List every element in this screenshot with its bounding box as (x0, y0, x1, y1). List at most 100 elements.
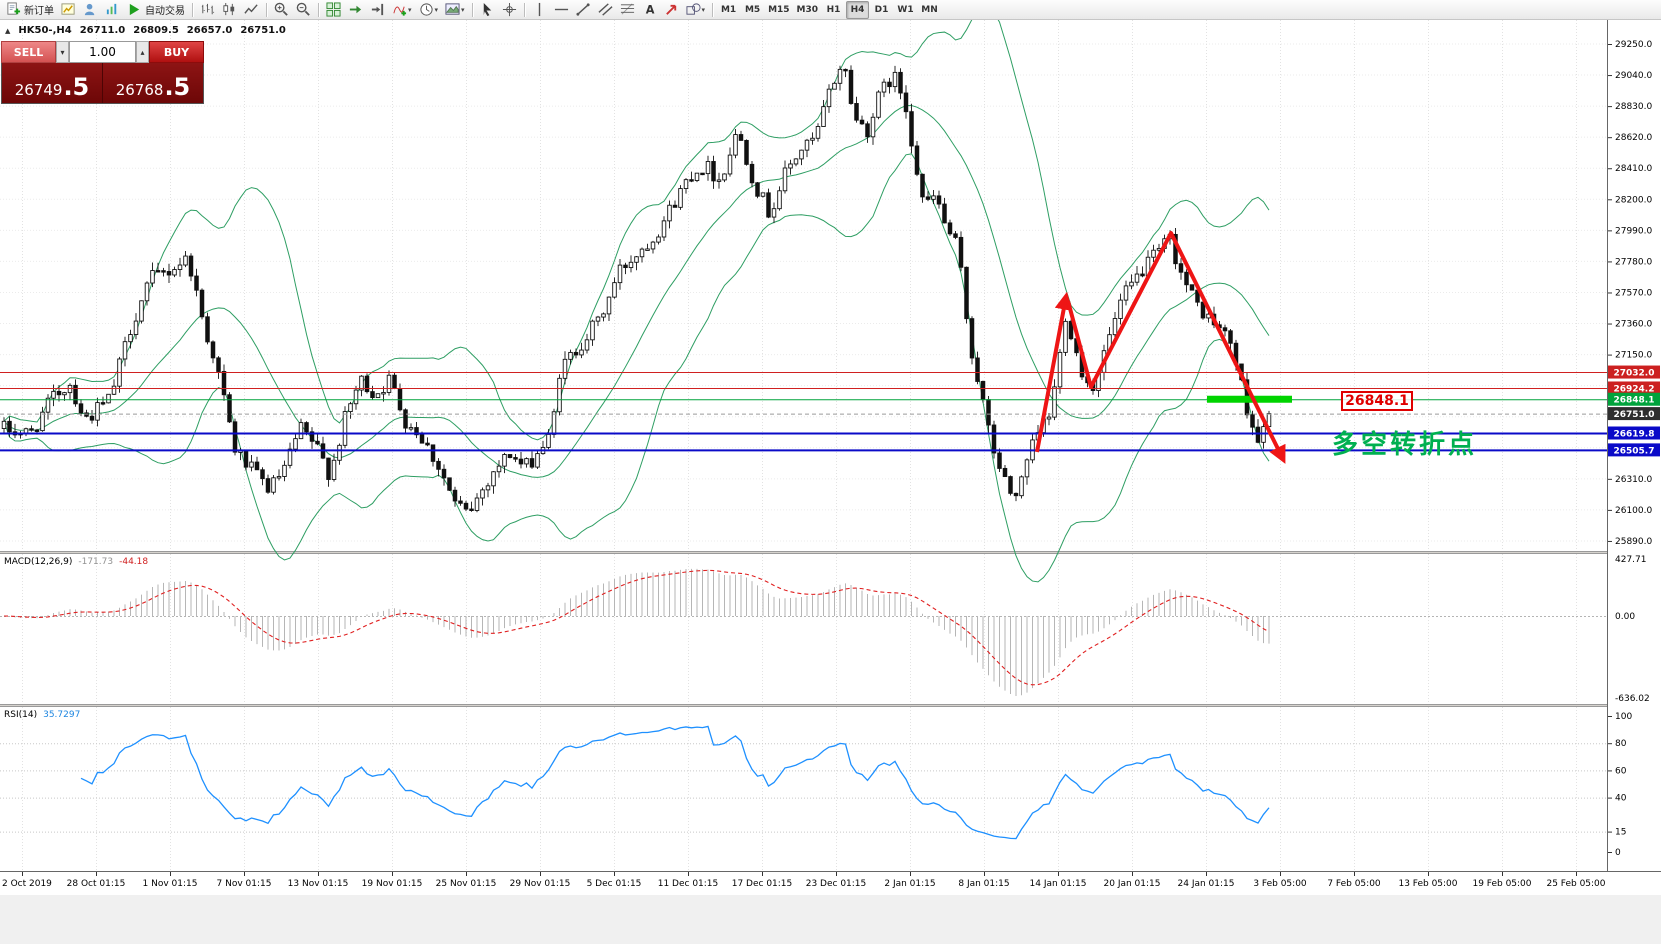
buy-price-pips: .5 (164, 73, 191, 102)
highlight-zone[interactable] (1207, 395, 1292, 403)
new-order-button[interactable]: 新订单 (3, 1, 57, 19)
price-tick-label: 28410.0 (1615, 164, 1652, 174)
chart-shift-button[interactable] (367, 1, 388, 19)
timeframe-MN-button[interactable]: MN (921, 4, 938, 15)
time-axis[interactable]: 2 Oct 2019 28 Oct 01:15 1 Nov 01:15 7 Nov 0… (0, 871, 1661, 890)
time-tick-label: 13 Feb 05:00 (1398, 879, 1457, 889)
auto-trading-button[interactable]: 自动交易 (124, 1, 188, 19)
charts-icon (61, 2, 76, 17)
price-tick-label: 27360.0 (1615, 320, 1652, 330)
toolbar-separator (712, 2, 714, 17)
time-tick-label: 24 Jan 01:15 (1178, 879, 1235, 889)
zoom-out-button[interactable] (293, 1, 314, 19)
time-tick-label: 11 Dec 01:15 (658, 879, 719, 889)
price-tick-label: 29040.0 (1615, 71, 1652, 81)
buy-button[interactable]: BUY (149, 41, 204, 63)
macd-value: -171.73 (78, 557, 114, 567)
market-watch-icon (105, 2, 120, 17)
timeframe-H1-button[interactable]: H1 (826, 4, 841, 15)
price-badge-26751.0 (1608, 407, 1660, 421)
price-tick-label: 27780.0 (1615, 257, 1652, 267)
macd-name: MACD(12,26,9) (4, 557, 73, 567)
price-badge-text: 26924.2 (1614, 384, 1655, 394)
price-badge-text: 26751.0 (1614, 410, 1655, 420)
rsi-axis-label: 100 (1615, 712, 1632, 722)
macd-axis-label: 427.71 (1615, 555, 1647, 565)
volume-input[interactable] (69, 41, 136, 63)
price-axis[interactable]: 29250.0 29040.0 28830.0 28620.0 28410.0 28200… (1607, 20, 1661, 871)
one-click-trading-panel: SELL ▾ ▴ BUY 26749 .5 26768 .5 (1, 41, 204, 104)
charts-button[interactable] (58, 1, 79, 19)
fibonacci-button[interactable] (617, 1, 638, 19)
rsi-name: RSI(14) (4, 710, 38, 720)
rsi-axis-label: 80 (1615, 739, 1627, 749)
periods-icon (419, 2, 434, 17)
price-tick-label: 28200.0 (1615, 195, 1652, 205)
zoom-in-icon (274, 2, 289, 17)
tile-windows-button[interactable] (323, 1, 344, 19)
timeframe-M15-button[interactable]: M15 (768, 4, 790, 15)
price-badge-text: 26848.1 (1614, 396, 1655, 406)
periods-button[interactable]: ▾ (416, 1, 442, 19)
volume-stepper[interactable]: ▴ (136, 41, 149, 63)
vertical-line-button[interactable] (529, 1, 550, 19)
hline-icon (554, 2, 569, 17)
arrows-icon (664, 2, 679, 17)
time-tick-label: 8 Jan 01:15 (958, 879, 1009, 889)
zoom-in-button[interactable] (271, 1, 292, 19)
shapes-button[interactable]: ▾ (683, 1, 709, 19)
bollinger-bands (3, 4, 1270, 583)
channel-icon (598, 2, 613, 17)
sell-price[interactable]: 26749 .5 (2, 63, 102, 103)
bar-chart-icon (200, 2, 215, 17)
horizontal-line-button[interactable] (551, 1, 572, 19)
profiles-button[interactable] (80, 1, 101, 19)
trendline-button[interactable] (573, 1, 594, 19)
indicators-button[interactable]: ▾ (389, 1, 415, 19)
timeframe-H4-button[interactable]: H4 (846, 0, 870, 19)
turning-point-annotation[interactable]: 多空转折点 (1332, 430, 1478, 460)
sell-price-value: 26749 (14, 81, 63, 99)
buy-price[interactable]: 26768 .5 (102, 63, 203, 103)
price-level-label[interactable]: 26848.1 (1341, 391, 1413, 411)
rsi-axis-label: 0 (1615, 848, 1621, 858)
toolbar-separator (471, 2, 473, 17)
svg-text:A: A (645, 3, 654, 16)
timeframe-D1-button[interactable]: D1 (874, 4, 889, 15)
time-tick-label: 13 Nov 01:15 (288, 879, 349, 889)
text-button[interactable]: A (639, 1, 660, 19)
auto-scroll-button[interactable] (345, 1, 366, 19)
indicators-icon (392, 2, 407, 17)
macd-histogram (9, 568, 1270, 696)
sell-dropdown[interactable]: ▾ (56, 41, 69, 63)
ohlc-low: 26657.0 (186, 25, 233, 36)
time-tick-label: 7 Feb 05:00 (1327, 879, 1381, 889)
timeframe-W1-button[interactable]: W1 (897, 4, 914, 15)
channel-button[interactable] (595, 1, 616, 19)
time-tick-label: 14 Jan 01:15 (1030, 879, 1087, 889)
templates-icon (445, 2, 460, 17)
time-tick-label: 23 Dec 01:15 (806, 879, 867, 889)
candle-chart-icon (222, 2, 237, 17)
time-tick-label: 17 Dec 01:15 (732, 879, 793, 889)
time-tick-label: 28 Oct 01:15 (67, 879, 126, 889)
new-order-icon (6, 2, 21, 17)
line-chart-button[interactable] (241, 1, 262, 19)
rsi-label: RSI(14) 35.7297 (4, 710, 80, 720)
crosshair-button[interactable] (499, 1, 520, 19)
templates-button[interactable]: ▾ (442, 1, 468, 19)
timeframe-M30-button[interactable]: M30 (796, 4, 819, 15)
price-tick-label: 27570.0 (1615, 288, 1652, 298)
trend-arrow-annotation[interactable] (1035, 231, 1286, 464)
arrows-button[interactable] (661, 1, 682, 19)
time-tick-label: 2 Oct 2019 (2, 879, 52, 889)
market-watch-button[interactable] (102, 1, 123, 19)
sell-button[interactable]: SELL (1, 41, 56, 63)
timeframe-M1-button[interactable]: M1 (720, 4, 737, 15)
price-tick-label: 27150.0 (1615, 351, 1652, 361)
rsi-axis-label: 40 (1615, 794, 1627, 804)
cursor-button[interactable] (477, 1, 498, 19)
timeframe-M5-button[interactable]: M5 (744, 4, 761, 15)
bar-chart-button[interactable] (197, 1, 218, 19)
candlestick-chart-button[interactable] (219, 1, 240, 19)
